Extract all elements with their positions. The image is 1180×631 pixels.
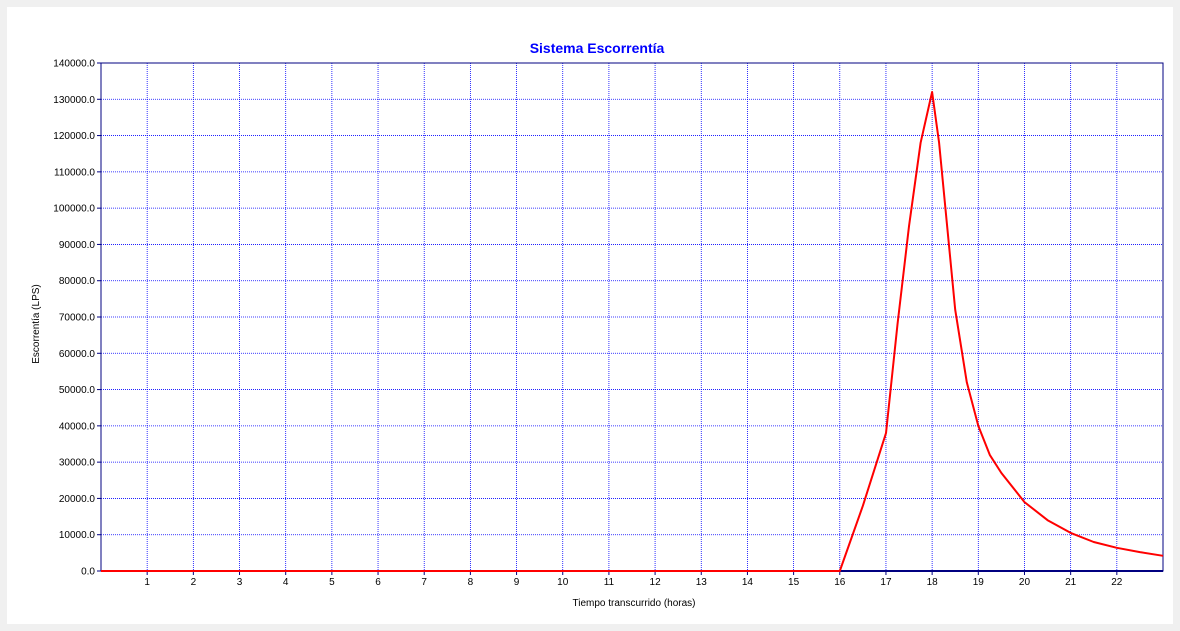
y-tick-label: 50000.0 (59, 385, 96, 396)
chart-panel: Sistema Escorrentía 0.0 10000.0 20000.0 300… (7, 7, 1173, 624)
chart-title: Sistema Escorrentía (530, 40, 665, 56)
x-tick-label: 1 (144, 577, 150, 588)
y-tick-label: 70000.0 (59, 313, 96, 324)
x-tick-label: 8 (468, 577, 474, 588)
y-tick-label: 10000.0 (59, 530, 96, 541)
x-tick-label: 22 (1111, 577, 1123, 588)
x-tick-label: 21 (1065, 577, 1077, 588)
y-tick-label: 100000.0 (53, 204, 95, 215)
y-tick-label: 0.0 (81, 567, 95, 578)
grid-lines (101, 62, 1163, 571)
x-tick-label: 6 (375, 577, 381, 588)
y-tick-label: 120000.0 (53, 131, 95, 142)
y-tick-label: 60000.0 (59, 349, 96, 360)
x-tick-label: 16 (834, 577, 846, 588)
y-tick-label: 30000.0 (59, 458, 96, 469)
y-tick-label: 40000.0 (59, 421, 96, 432)
y-axis-label: Escorrentía (LPS) (31, 284, 42, 363)
y-tick-label: 130000.0 (53, 95, 95, 106)
x-tick-label: 10 (557, 577, 569, 588)
x-tick-label: 11 (604, 577, 615, 588)
runoff-chart: Sistema Escorrentía 0.0 10000.0 20000.0 300… (31, 40, 1164, 609)
y-tick-label: 140000.0 (53, 59, 95, 70)
x-axis-label: Tiempo transcurrido (horas) (572, 598, 695, 609)
x-tick-label: 12 (650, 577, 662, 588)
x-tick-label: 20 (1019, 577, 1031, 588)
runoff-series-line (101, 91, 1164, 572)
x-tick-label: 15 (788, 577, 800, 588)
y-tick-label: 80000.0 (59, 276, 96, 287)
y-tick-label: 90000.0 (59, 240, 96, 251)
x-tick-label: 7 (421, 577, 427, 588)
x-tick-label: 5 (329, 577, 335, 588)
x-tick-labels: 1 2 3 4 5 6 7 8 9 10 11 12 13 14 15 16 17 18 19 20 21 22 (144, 577, 1122, 588)
x-tick-label: 3 (237, 577, 243, 588)
y-tick-label: 20000.0 (59, 494, 96, 505)
x-tick-label: 18 (927, 577, 939, 588)
y-tick-label: 110000.0 (54, 167, 95, 178)
series-layer (101, 91, 1164, 572)
x-tick-label: 17 (880, 577, 892, 588)
x-tick-label: 13 (696, 577, 708, 588)
x-tick-label: 4 (283, 577, 289, 588)
y-tick-labels: 0.0 10000.0 20000.0 30000.0 40000.0 50000.0 60… (53, 59, 95, 578)
x-tick-label: 9 (514, 577, 520, 588)
x-tick-label: 14 (742, 577, 754, 588)
x-tick-label: 2 (191, 577, 197, 588)
x-tick-label: 19 (973, 577, 985, 588)
